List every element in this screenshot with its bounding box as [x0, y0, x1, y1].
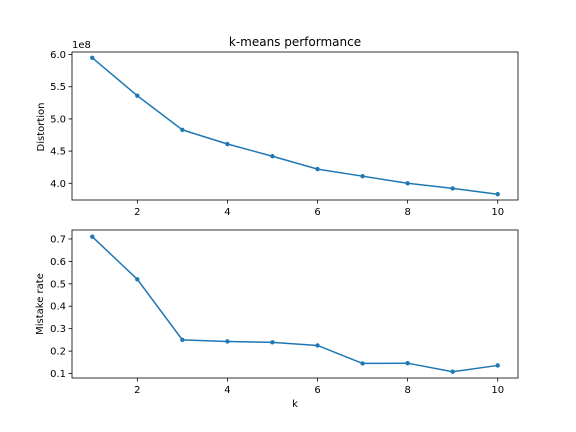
y-tick-label: 5.5 [50, 82, 66, 93]
data-point [90, 234, 95, 239]
plot-frame [71, 51, 519, 201]
data-point [315, 343, 320, 348]
y-offset-label: 1e8 [72, 40, 91, 51]
y-axis-label: Distortion [36, 103, 47, 152]
x-tick-label: 10 [491, 385, 504, 396]
tick-group: 2 4 6 8 10 0.1 0.2 0.3 0.4 0.5 0.6 0.7 [50, 234, 504, 396]
data-point [495, 363, 500, 368]
series-line [91, 235, 499, 373]
y-axis-label: Mistake rate [35, 273, 46, 335]
data-point [180, 127, 185, 133]
y-tick-label: 5.0 [50, 114, 66, 125]
data-point [315, 166, 320, 172]
y-tick-label: 0.4 [50, 302, 66, 313]
mistake-rate-chart: Mistake rate k 2 4 6 8 10 0.1 0.2 0.3 0.4 0.5 0.6 0… [35, 229, 519, 410]
data-point [405, 181, 410, 186]
y-tick-label: 0.5 [50, 279, 66, 290]
data-point [135, 93, 140, 98]
data-marks [90, 234, 500, 374]
y-tick-label: 0.6 [50, 257, 66, 268]
data-point [90, 55, 95, 60]
y-tick-label: 0.1 [50, 369, 66, 380]
x-axis-label: k [292, 399, 298, 410]
x-tick-label: 8 [404, 207, 410, 218]
y-tick-label: 6.0 [50, 50, 66, 61]
data-point [360, 361, 365, 366]
chart-title: k-means performance [229, 35, 361, 49]
y-tick-label: 0.7 [50, 234, 66, 245]
x-tick-label: 6 [314, 207, 320, 218]
y-tick-label: 4.0 [50, 179, 66, 190]
data-point [270, 340, 275, 345]
data-point [405, 361, 410, 366]
data-point [450, 369, 455, 374]
data-point [180, 337, 185, 343]
x-tick-label: 10 [491, 207, 504, 218]
y-tick-label: 0.3 [50, 324, 66, 335]
x-tick-label: 2 [134, 207, 140, 218]
data-point [225, 141, 230, 147]
data-marks [90, 55, 500, 197]
tick-group: 2 4 6 8 10 4.0 4.5 5.0 5.5 6.0 [50, 50, 504, 218]
plot-frame [71, 229, 519, 379]
data-point [495, 192, 500, 197]
y-tick-label: 4.5 [50, 147, 66, 158]
x-tick-label: 8 [404, 385, 410, 396]
x-tick-label: 2 [134, 385, 140, 396]
x-tick-label: 4 [224, 207, 230, 218]
data-point [270, 154, 275, 159]
data-point [135, 277, 140, 282]
y-tick-label: 0.2 [50, 347, 66, 358]
series-line [91, 57, 499, 195]
data-point [450, 186, 455, 191]
x-tick-label: 4 [224, 385, 230, 396]
x-tick-label: 6 [314, 385, 320, 396]
distortion-chart: k-means performance 1e8 Distortion 2 4 6 8 1… [36, 35, 519, 218]
data-point [360, 173, 365, 179]
data-point [225, 339, 230, 344]
